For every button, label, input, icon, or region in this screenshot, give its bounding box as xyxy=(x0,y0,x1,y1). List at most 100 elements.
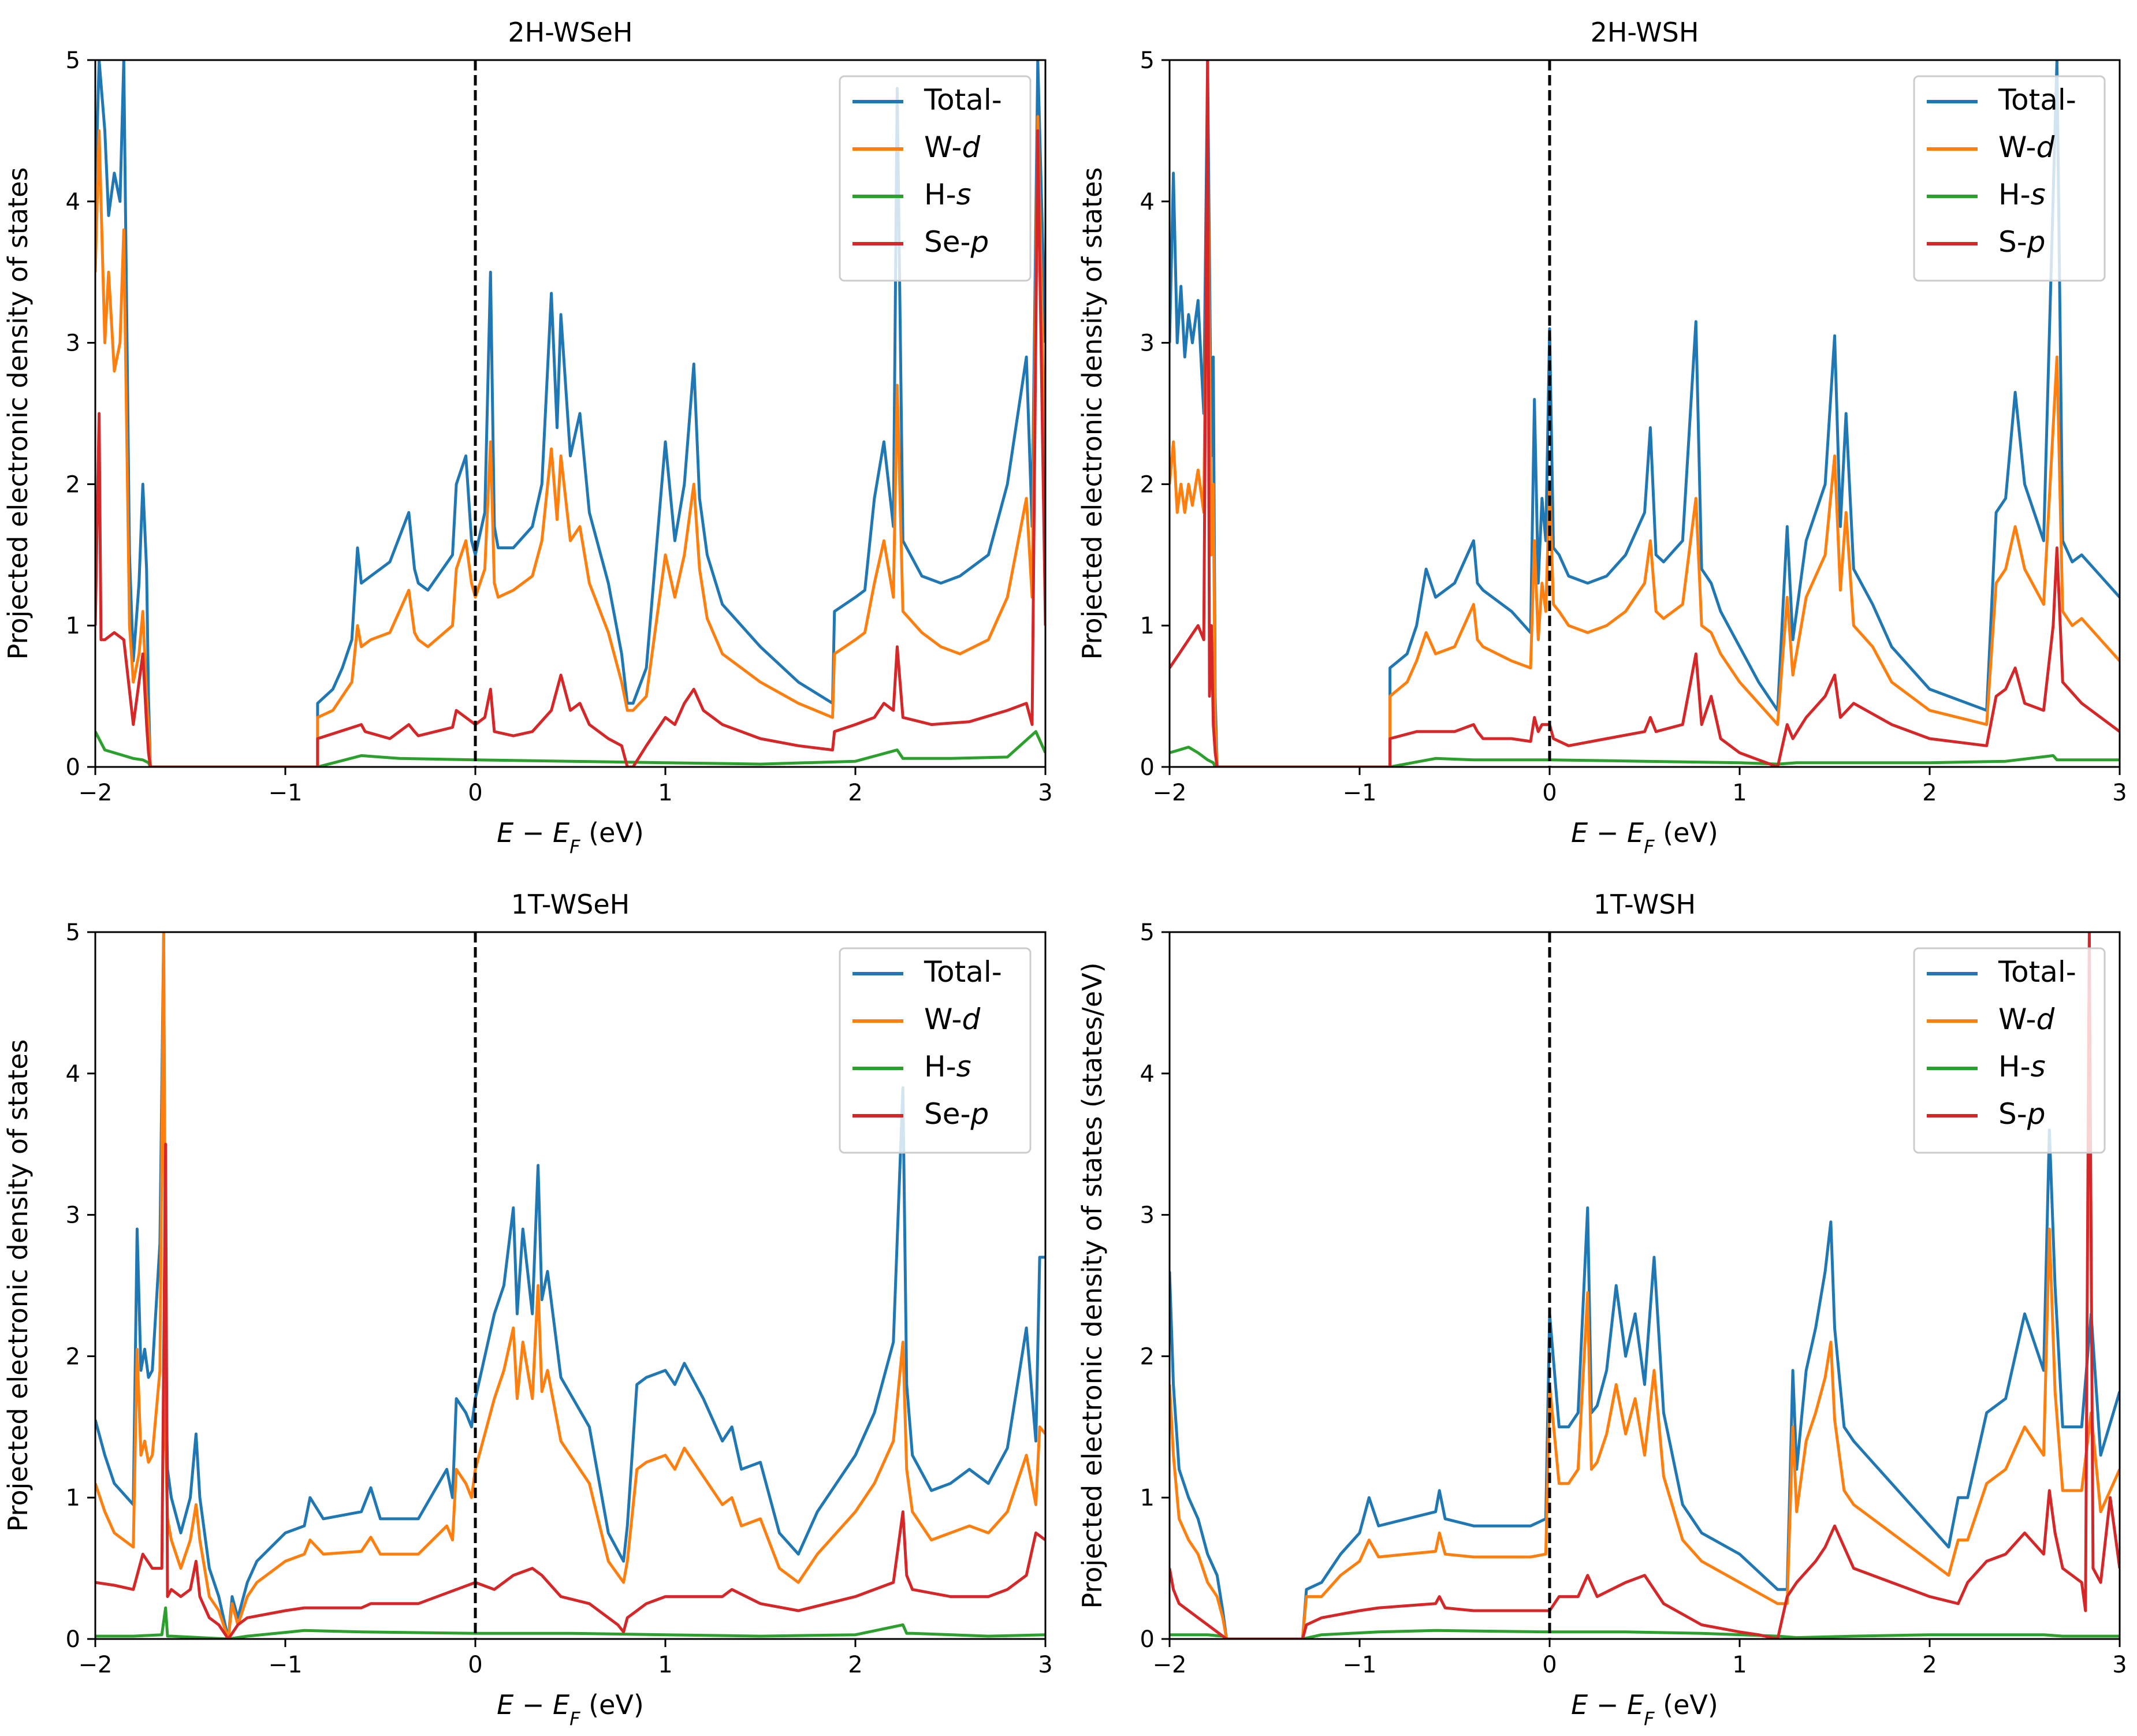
x-tick-label: −2 xyxy=(79,780,113,806)
y-tick-label: 5 xyxy=(66,919,80,946)
legend: Total- W-d H-s Se-p xyxy=(839,947,1032,1154)
axes-frame xyxy=(94,59,1047,768)
dos-panel-4: −2 −1 0 1 2 3 0 1 2 3 4 5 1T-WSH E − EF (eV) Projected… xyxy=(1077,889,2127,1730)
series-line-s-p xyxy=(1170,932,2120,1639)
y-tick-label: 0 xyxy=(66,754,80,781)
series-line-s-p xyxy=(1170,60,2120,767)
x-tick-label: −2 xyxy=(79,1652,113,1678)
y-tick-label: 2 xyxy=(1140,1343,1155,1370)
series-group xyxy=(95,932,1045,1639)
series-line-w-d xyxy=(1170,129,2120,767)
x-axis-label: E − EF (eV) xyxy=(1571,817,1718,858)
dos-panel-2: −2 −1 0 1 2 3 0 1 2 3 4 5 2H-WSH E − EF (eV) Projected… xyxy=(1077,17,2127,858)
y-tick-label: 4 xyxy=(66,1061,80,1087)
x-axis-label: E − EF (eV) xyxy=(1571,1689,1718,1730)
panel-title: 2H-WSeH xyxy=(508,17,632,48)
y-axis-label: Projected electronic density of states xyxy=(2,167,33,660)
legend-label: Total- xyxy=(1998,955,2076,989)
x-tick-label: 2 xyxy=(848,1652,862,1678)
x-tick-label: 1 xyxy=(658,1652,672,1678)
y-tick-label: 5 xyxy=(66,47,80,74)
legend-label: H-s xyxy=(1998,1050,2046,1083)
legend: Total- W-d H-s Se-p xyxy=(839,75,1032,282)
x-tick-label: −2 xyxy=(1153,780,1187,806)
dos-panel-1: −2 −1 0 1 2 3 0 1 2 3 4 5 2H-WSeH E − EF (eV) Projecte… xyxy=(2,17,1053,858)
legend-label: W-d xyxy=(924,1003,980,1036)
y-tick-label: 5 xyxy=(1140,919,1155,946)
series-line-w-d xyxy=(1170,1227,2120,1639)
legend-box xyxy=(1913,75,2106,282)
y-tick-label: 1 xyxy=(1140,1485,1155,1511)
legend: Total- W-d H-s S-p xyxy=(1913,947,2106,1154)
x-tick-label: 2 xyxy=(1922,1652,1937,1678)
y-tick-label: 0 xyxy=(1140,1626,1155,1653)
x-tick-label: 3 xyxy=(1038,1652,1052,1678)
series-group xyxy=(95,60,1045,767)
x-tick-label: −1 xyxy=(269,1652,303,1678)
x-tick-label: 3 xyxy=(2112,1652,2127,1678)
x-tick-label: 0 xyxy=(1542,780,1557,806)
legend-label: W-d xyxy=(924,131,980,164)
axes-frame xyxy=(94,931,1047,1640)
x-tick-label: 3 xyxy=(1038,780,1052,806)
y-tick-label: 3 xyxy=(1140,1202,1155,1229)
x-tick-label: 0 xyxy=(468,780,482,806)
y-tick-label: 4 xyxy=(1140,1061,1155,1087)
series-line-se-p xyxy=(95,129,1045,767)
x-tick-label: −1 xyxy=(1343,1652,1377,1678)
y-tick-label: 5 xyxy=(1140,47,1155,74)
y-tick-label: 2 xyxy=(66,1343,80,1370)
axes-frame xyxy=(1168,931,2121,1640)
dos-panel-3: −2 −1 0 1 2 3 0 1 2 3 4 5 1T-WSeH E − EF (eV) Projecte… xyxy=(2,889,1053,1730)
y-tick-label: 1 xyxy=(1140,613,1155,639)
legend-label: Total- xyxy=(1998,83,2076,117)
legend-label: H-s xyxy=(924,1050,971,1083)
x-tick-label: 1 xyxy=(1732,1652,1747,1678)
legend-label: Total- xyxy=(924,955,1002,989)
x-tick-label: 3 xyxy=(2112,780,2127,806)
y-tick-label: 3 xyxy=(1140,330,1155,357)
series-group xyxy=(1170,60,2120,767)
legend-label: W-d xyxy=(1998,1003,2054,1036)
x-tick-label: 0 xyxy=(468,1652,482,1678)
y-axis-label: Projected electronic density of states xyxy=(2,1040,33,1532)
legend-label: S-p xyxy=(1998,1097,2046,1131)
series-line-h-s xyxy=(95,730,1045,767)
y-tick-label: 0 xyxy=(1140,754,1155,781)
legend-box xyxy=(1913,947,2106,1154)
series-line-h-s xyxy=(1170,746,2120,767)
y-tick-label: 1 xyxy=(66,1485,80,1511)
x-tick-label: 2 xyxy=(1922,780,1937,806)
y-tick-label: 3 xyxy=(66,1202,80,1229)
legend-label: W-d xyxy=(1998,131,2054,164)
legend-label: Se-p xyxy=(924,1097,989,1131)
panel-title: 1T-WSeH xyxy=(511,889,630,920)
y-tick-label: 3 xyxy=(66,330,80,357)
x-axis-label: E − EF (eV) xyxy=(497,817,644,858)
legend-label: Total- xyxy=(924,83,1002,117)
y-axis-label: Projected electronic density of states xyxy=(1077,167,1108,660)
legend-box xyxy=(839,75,1032,282)
x-axis-label: E − EF (eV) xyxy=(497,1689,644,1730)
series-line-h-s xyxy=(95,1606,1045,1639)
y-tick-label: 0 xyxy=(66,1626,80,1653)
panel-title: 2H-WSH xyxy=(1591,17,1699,48)
series-line-total xyxy=(95,932,1045,1639)
y-tick-label: 1 xyxy=(66,613,80,639)
x-tick-label: −1 xyxy=(1343,780,1377,806)
legend-box xyxy=(839,947,1032,1154)
axes-frame xyxy=(1168,59,2121,768)
y-tick-label: 2 xyxy=(66,471,80,498)
x-tick-label: 1 xyxy=(1732,780,1747,806)
series-line-w-d xyxy=(95,932,1045,1639)
x-tick-label: −2 xyxy=(1153,1652,1187,1678)
y-tick-label: 4 xyxy=(66,189,80,215)
y-tick-label: 2 xyxy=(1140,471,1155,498)
legend-label: H-s xyxy=(924,178,971,211)
series-line-se-p xyxy=(95,1142,1045,1639)
x-tick-label: 0 xyxy=(1542,1652,1557,1678)
legend: Total- W-d H-s S-p xyxy=(1913,75,2106,282)
panel-title: 1T-WSH xyxy=(1594,889,1696,920)
y-tick-label: 4 xyxy=(1140,189,1155,215)
